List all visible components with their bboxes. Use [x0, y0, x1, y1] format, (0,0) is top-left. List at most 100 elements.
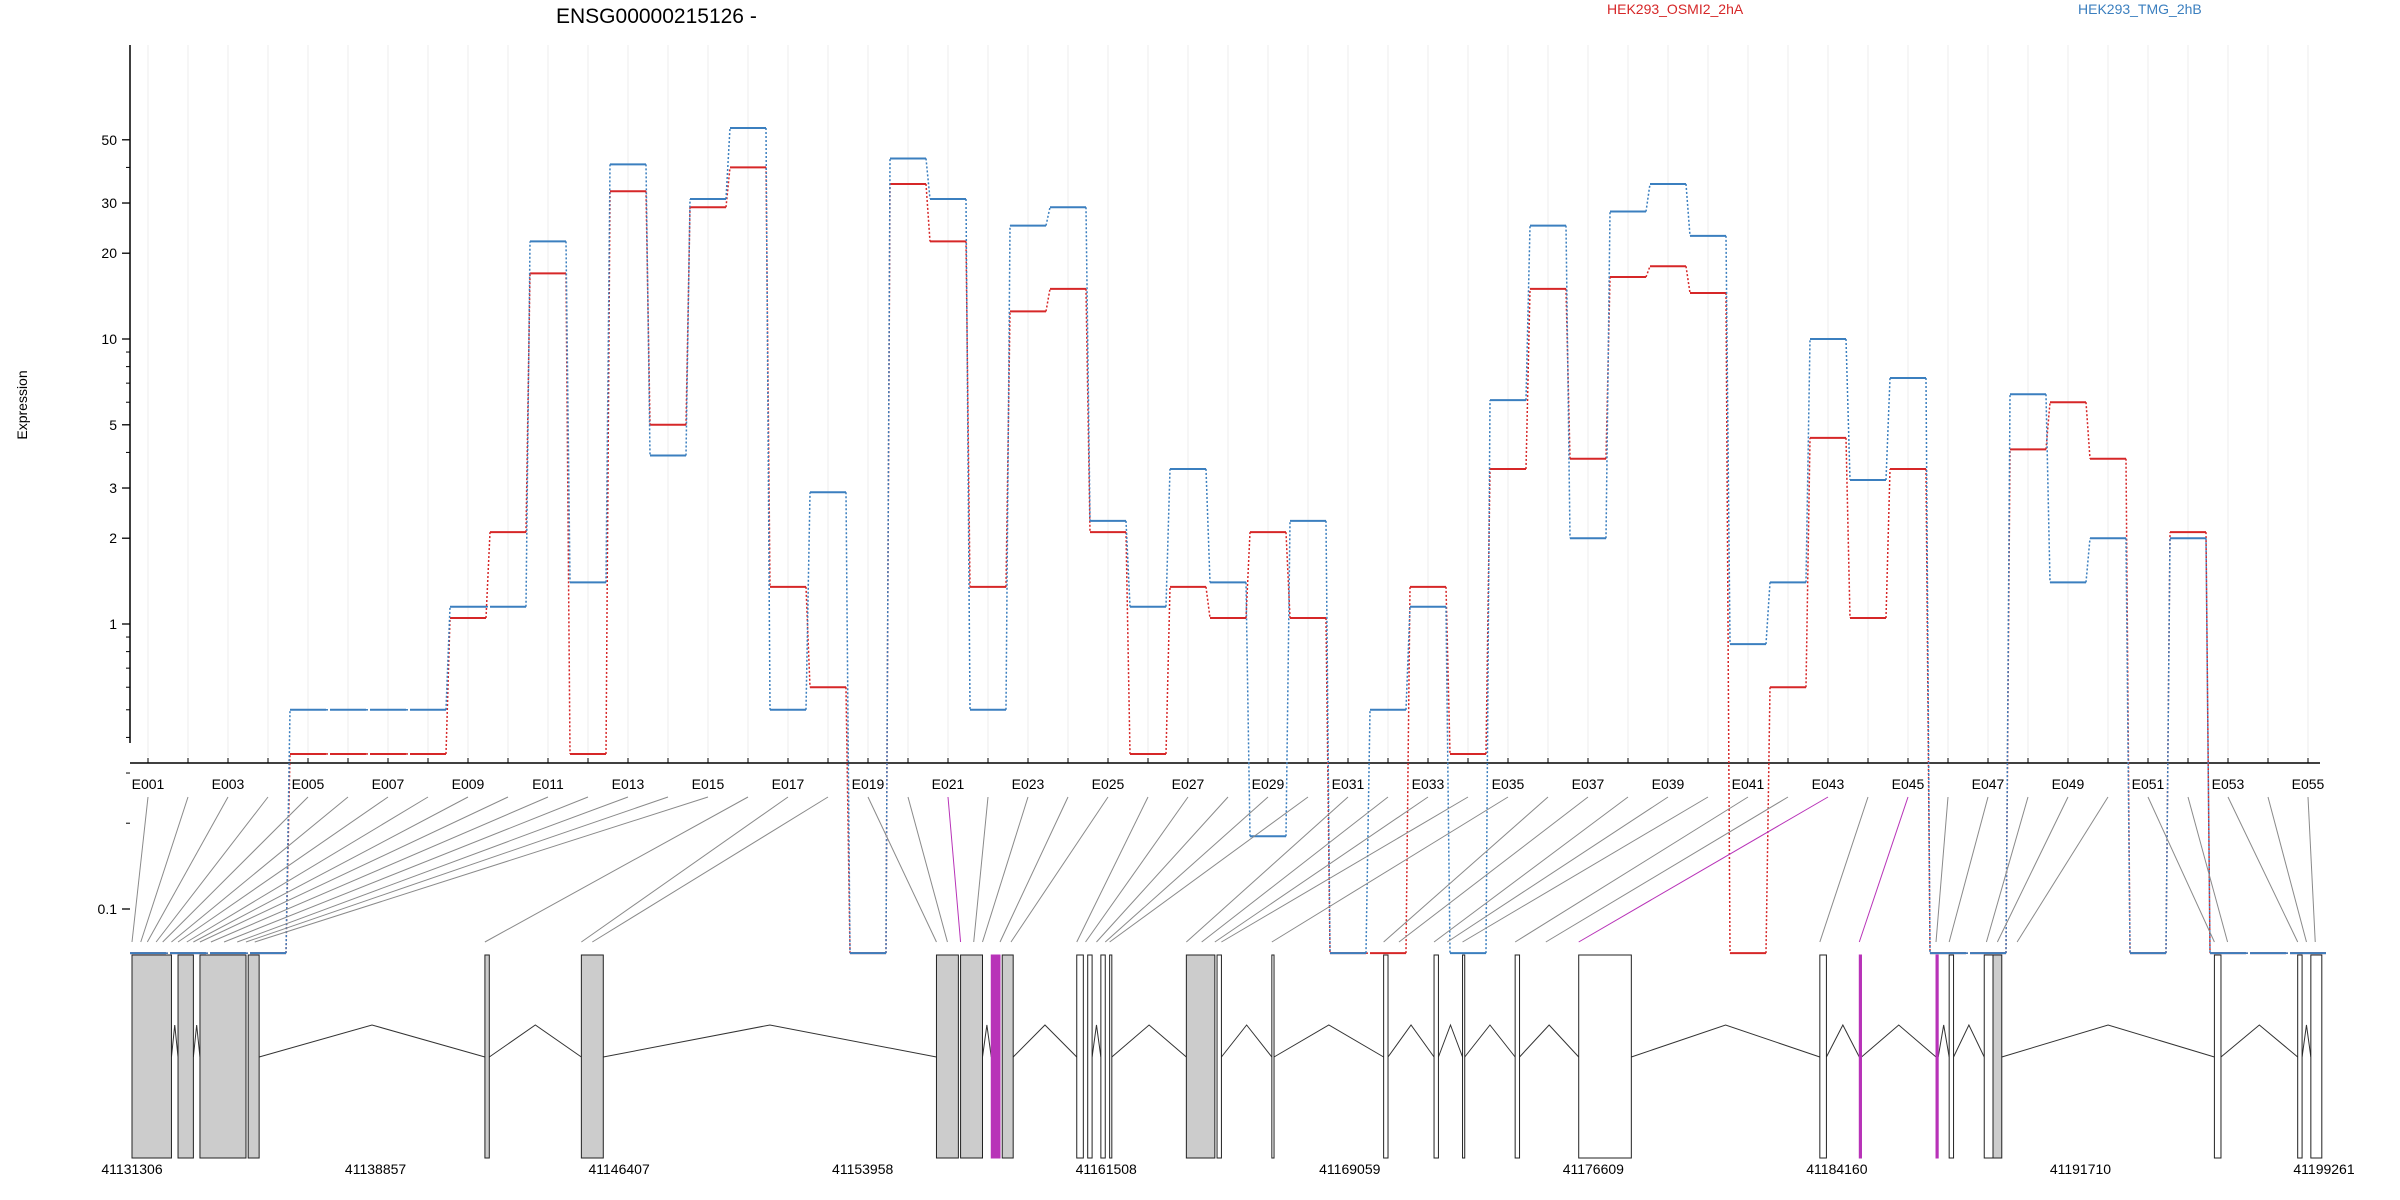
- exon-block: [1992, 954, 2003, 1159]
- chart-title: ENSG00000215126 -: [556, 5, 757, 28]
- intron: [2301, 1024, 2312, 1058]
- series-connector: [1125, 532, 1131, 754]
- exon-connector: [146, 796, 229, 943]
- intron: [489, 1024, 582, 1058]
- series-connector: [1205, 586, 1211, 619]
- x-tick-label: E049: [2052, 776, 2085, 792]
- exon-connector: [982, 796, 1029, 943]
- legend-entry-tmg: HEK293_TMG_2hB: [2078, 1, 2202, 17]
- coordinate-label: 41199261: [2293, 1161, 2354, 1177]
- exon-connector: [1935, 796, 1949, 943]
- series-2: [130, 126, 2326, 955]
- exon-connector: [1104, 796, 1269, 943]
- series-connector: [1605, 211, 1611, 539]
- intron: [1464, 1024, 1516, 1058]
- exon-connector: [1221, 796, 1469, 943]
- exon-block: [1948, 954, 1955, 1159]
- exon-connector: [2227, 796, 2299, 943]
- exon-block: [1109, 954, 1113, 1159]
- series-connector: [525, 273, 531, 533]
- x-tick-label: E019: [852, 776, 885, 792]
- exon-connector: [155, 796, 269, 943]
- exon-connector: [947, 796, 962, 943]
- series-connector: [885, 158, 891, 954]
- x-tick-label: E043: [1812, 776, 1845, 792]
- exon-connector: [1383, 796, 1549, 943]
- exon-block: [990, 954, 1001, 1159]
- y-tick-label: 20: [101, 245, 117, 261]
- exon-connector: [1996, 796, 2069, 943]
- series-connector: [2005, 394, 2011, 954]
- exon-connector: [2016, 796, 2109, 943]
- exon-connectors: [131, 796, 2316, 943]
- exon-block: [960, 954, 983, 1159]
- exon-connector: [581, 796, 789, 943]
- intron: [170, 1024, 179, 1058]
- x-tick-label: E035: [1492, 776, 1525, 792]
- exon-connector: [1096, 796, 1229, 943]
- series-connector: [445, 617, 451, 754]
- exon-connector: [1398, 796, 1589, 943]
- exon-connector: [1214, 796, 1429, 943]
- exon-connector: [210, 796, 549, 943]
- exon-connector: [1186, 796, 1349, 943]
- series-connector: [1725, 235, 1731, 645]
- series-connector: [1285, 520, 1291, 837]
- exon-connector: [999, 796, 1069, 943]
- x-tick-label: E037: [1572, 776, 1605, 792]
- series-connector: [685, 207, 691, 425]
- exon-connector: [1948, 796, 1989, 943]
- y-tick-label: 1: [109, 616, 117, 632]
- axes: 0.1 1 2 3 5 10 20 30 50 E001 E003 E005 E007 E009 E011 E…: [98, 45, 2325, 917]
- series-connector: [1085, 288, 1091, 533]
- series-connector: [1005, 225, 1011, 710]
- exon-connector: [245, 796, 669, 943]
- intron: [1437, 1023, 1464, 1058]
- series-lines: [130, 126, 2326, 955]
- series-connector: [1405, 606, 1411, 710]
- exon-connector: [1819, 796, 1869, 943]
- exon-connector: [1985, 796, 2029, 943]
- intron: [1111, 1024, 1187, 1058]
- series-connector: [725, 167, 731, 208]
- intron: [1091, 1024, 1102, 1058]
- series-connector: [725, 127, 731, 200]
- series-connector: [805, 492, 811, 710]
- coordinate-label: 41138857: [345, 1161, 406, 1177]
- series-connector: [1485, 400, 1491, 954]
- intron: [1825, 1023, 1860, 1058]
- intron: [1953, 1023, 1985, 1058]
- series-connector: [1645, 183, 1651, 212]
- x-tick-label: E005: [292, 776, 325, 792]
- series-connector: [1765, 582, 1771, 645]
- y-tick-label: 2: [109, 530, 117, 546]
- series-connector: [2125, 538, 2131, 954]
- intron: [1937, 1024, 1950, 1058]
- exon-connector: [177, 796, 389, 943]
- intron: [1273, 1024, 1384, 1058]
- coordinate-label: 41131306: [101, 1161, 162, 1177]
- x-tick-label: E015: [692, 776, 725, 792]
- series-connector: [1885, 468, 1891, 618]
- grid: [147, 45, 2309, 757]
- exon-connector: [484, 796, 749, 943]
- series-connector: [2085, 402, 2091, 459]
- intron: [2220, 1024, 2299, 1058]
- series-connector: [1805, 437, 1811, 688]
- coordinate-label: 41191710: [2050, 1161, 2111, 1177]
- exon-block: [177, 954, 194, 1159]
- series-connector: [805, 586, 811, 688]
- exon-connector: [2187, 796, 2229, 943]
- exon-block: [1271, 954, 1275, 1159]
- exon-connector: [1076, 796, 1149, 943]
- series-connector: [525, 241, 531, 607]
- exon-block: [1935, 954, 1939, 1159]
- intron: [1387, 1024, 1435, 1058]
- exon-block: [247, 954, 260, 1159]
- coordinate-label: 41184160: [1806, 1161, 1867, 1177]
- series-connector: [565, 241, 571, 583]
- x-tick-label: E053: [2212, 776, 2245, 792]
- x-tick-label: E033: [1412, 776, 1445, 792]
- series-connector: [1085, 207, 1091, 521]
- exon-connector: [592, 796, 829, 943]
